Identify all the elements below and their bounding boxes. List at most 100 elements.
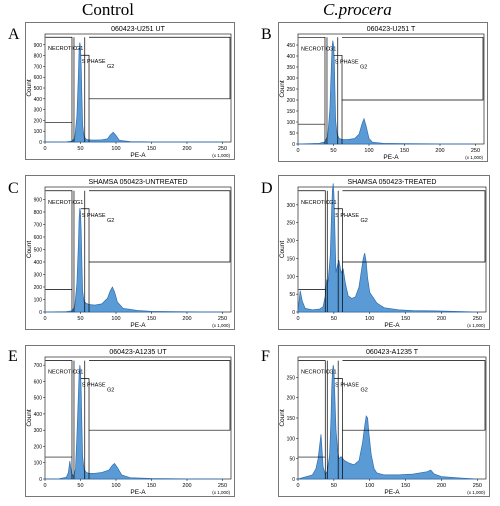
histogram-area — [44, 42, 223, 143]
x-tick-label: 150 — [401, 316, 410, 322]
y-tick-label: 300 — [34, 108, 43, 114]
y-tick-label: 0 — [39, 310, 42, 316]
gate-s-phase — [334, 208, 343, 312]
y-tick-label: 400 — [34, 97, 43, 103]
gate-label-g2: G2 — [107, 64, 114, 70]
y-axis-label: Count — [26, 241, 33, 259]
x-axis-multiplier: (x 1,000) — [212, 323, 230, 328]
x-tick-label: 150 — [147, 483, 156, 489]
y-tick-label: 100 — [34, 129, 43, 135]
x-tick-label: 0 — [43, 316, 46, 322]
y-tick-label: 250 — [287, 221, 296, 227]
y-tick-label: 200 — [287, 98, 296, 104]
x-tick-label: 50 — [331, 483, 337, 489]
y-tick-label: 100 — [287, 274, 296, 280]
y-tick-label: 900 — [34, 43, 43, 49]
panel-frame — [25, 345, 235, 497]
gate-label-g1: G1 — [329, 46, 336, 52]
gate-s-phase — [80, 54, 90, 142]
panel-title: 060423-U251 T — [367, 26, 416, 33]
gate-label-necrotic: NECROTIC — [48, 200, 77, 206]
panel-letter-b: B — [261, 26, 272, 43]
x-tick-label: 250 — [218, 483, 227, 489]
y-tick-label: 500 — [34, 248, 43, 254]
x-axis-multiplier: (x 1,000) — [467, 323, 485, 328]
y-axis-label: Count — [26, 79, 33, 97]
panel-letter-a: A — [8, 26, 20, 43]
gate-necrotic — [45, 190, 73, 312]
x-tick-label: 0 — [43, 146, 46, 152]
gate-label-s-phase: S PHASE — [335, 59, 359, 65]
x-tick-label: 50 — [330, 148, 336, 154]
histogram-panel-b: 060423-U251 T 0 50 100 150 200 250 300 350 400 450… — [278, 22, 488, 162]
histogram-panel-a: 060423-U251 UT01002003004005006007008009… — [25, 22, 235, 160]
y-tick-label: 400 — [34, 412, 43, 418]
y-tick-label: 0 — [39, 140, 42, 146]
y-tick-label: 600 — [34, 235, 43, 241]
gate-necrotic — [298, 360, 326, 479]
x-axis-label: PE-A — [130, 322, 146, 329]
x-tick-label: 200 — [182, 316, 191, 322]
panel-frame — [278, 22, 488, 162]
gate-label-g1: G1 — [329, 200, 336, 206]
y-tick-label: 300 — [287, 203, 296, 209]
x-axis-label: PE-A — [384, 322, 400, 329]
y-tick-label: 600 — [34, 75, 43, 81]
y-tick-label: 200 — [34, 118, 43, 124]
y-tick-label: 100 — [34, 298, 43, 304]
x-tick-label: 200 — [437, 316, 446, 322]
y-tick-label: 150 — [287, 256, 296, 262]
y-tick-label: 250 — [287, 87, 296, 93]
gate-g1 — [73, 360, 86, 479]
histogram-panel-f: 060423-A1235 T 0 50 100 150 200 250 0 50 100 150 20… — [278, 345, 490, 497]
gate-label-s-phase: S PHASE — [82, 383, 106, 389]
x-tick-label: 150 — [147, 316, 156, 322]
y-tick-label: 300 — [34, 428, 43, 434]
panel-title: SHAMSA 050423-TREATED — [348, 179, 437, 186]
panel-letter-f: F — [261, 348, 270, 365]
gate-label-g2: G2 — [107, 218, 114, 224]
x-tick-label: 0 — [296, 483, 299, 489]
panel-title: 060423-U251 UT — [111, 26, 165, 33]
y-tick-label: 600 — [34, 379, 43, 385]
x-tick-label: 100 — [111, 483, 120, 489]
gate-label-g2: G2 — [107, 388, 114, 394]
x-axis-label: PE-A — [384, 489, 400, 496]
panel-title: 060423-A1235 T — [366, 349, 419, 356]
y-tick-label: 50 — [289, 292, 295, 298]
y-tick-label: 200 — [287, 396, 296, 402]
x-tick-label: 0 — [296, 148, 299, 154]
gate-g1 — [326, 360, 339, 479]
x-tick-label: 200 — [437, 483, 446, 489]
y-tick-label: 100 — [34, 461, 43, 467]
x-tick-label: 250 — [473, 316, 482, 322]
y-tick-label: 100 — [287, 120, 296, 126]
y-tick-label: 400 — [34, 260, 43, 266]
x-tick-label: 250 — [473, 483, 482, 489]
panel-frame — [25, 175, 235, 330]
x-tick-label: 50 — [77, 316, 83, 322]
y-tick-label: 300 — [34, 273, 43, 279]
gate-label-necrotic: NECROTIC — [301, 370, 330, 376]
gate-label-s-phase: S PHASE — [335, 213, 359, 219]
gate-g2 — [342, 360, 486, 431]
gate-necrotic — [45, 36, 73, 142]
histogram-panel-e: 060423-A1235 UT 0 100 200 300 400 500 600 700 0 50… — [25, 345, 235, 497]
panel-letter-c: C — [8, 180, 19, 197]
y-tick-label: 800 — [34, 54, 43, 60]
gate-label-g2: G2 — [360, 388, 367, 394]
gate-s-phase — [80, 378, 90, 479]
x-tick-label: 150 — [400, 148, 409, 154]
y-tick-label: 250 — [287, 375, 296, 381]
gate-label-necrotic: NECROTIC — [301, 200, 330, 206]
panel-title: SHAMSA 050423-UNTREATED — [88, 179, 187, 186]
y-tick-label: 0 — [39, 477, 42, 483]
x-tick-label: 200 — [182, 483, 191, 489]
y-tick-label: 200 — [287, 239, 296, 245]
y-tick-label: 150 — [287, 109, 296, 115]
y-tick-label: 50 — [289, 131, 295, 137]
y-tick-label: 500 — [34, 86, 43, 92]
gate-label-g1: G1 — [329, 370, 336, 376]
gate-necrotic — [45, 360, 73, 479]
x-tick-label: 50 — [77, 146, 83, 152]
